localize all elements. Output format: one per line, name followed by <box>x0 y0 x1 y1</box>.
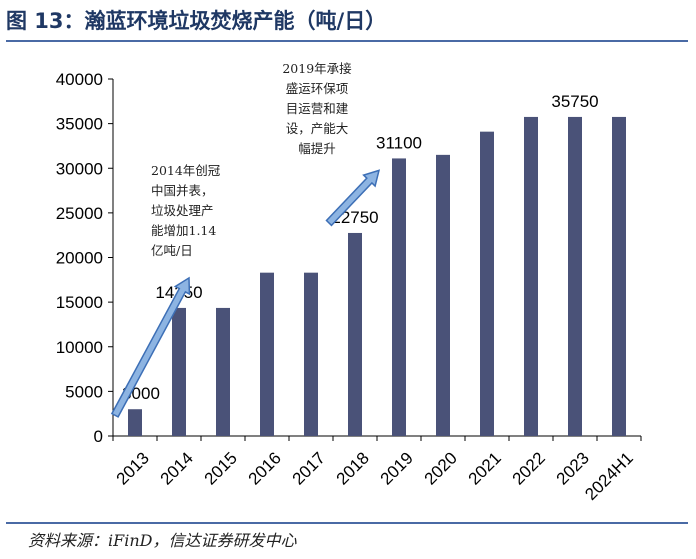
x-tick-label: 2023 <box>553 448 593 488</box>
x-tick-label: 2022 <box>509 448 549 488</box>
top-rule <box>6 40 688 42</box>
y-tick-label: 5000 <box>65 382 103 401</box>
bottom-rule <box>6 522 688 524</box>
bar-2014 <box>172 307 186 436</box>
bar-2018 <box>348 232 362 436</box>
bar-2022 <box>524 116 538 437</box>
y-tick-label: 0 <box>94 427 103 446</box>
bar-chart: 0 5000 10000 15000 20000 25000 30000 35000 40000… <box>56 61 642 504</box>
annotation-line: 中国并表， <box>151 183 214 198</box>
x-tick-label: 2019 <box>377 448 417 488</box>
source-note: 资料来源：iFinD，信达证券研发中心 <box>28 531 297 550</box>
bar-2023 <box>568 116 582 437</box>
y-tick-label: 10000 <box>56 338 103 357</box>
annotation-line: 亿吨/日 <box>151 243 193 258</box>
bar-2024H1 <box>612 116 626 437</box>
x-axis: 2013 2014 2015 2016 2017 2018 2019 2020 2021 2022… <box>112 435 642 504</box>
growth-arrow-2019 <box>325 169 381 227</box>
y-tick-label: 40000 <box>56 70 103 89</box>
bar-series <box>128 116 626 437</box>
y-axis: 0 5000 10000 15000 20000 25000 30000 35000 40000 <box>56 70 114 446</box>
bar-2013 <box>128 409 142 436</box>
y-tick-label: 25000 <box>56 204 103 223</box>
x-tick-label: 2016 <box>245 448 285 488</box>
x-tick-label: 2018 <box>333 448 373 488</box>
x-tick-label: 2024H1 <box>581 448 637 504</box>
bar-2017 <box>304 272 318 436</box>
y-tick-label: 35000 <box>56 115 103 134</box>
data-label: 35750 <box>551 92 598 111</box>
annotation-line: 2019年承接 <box>282 61 352 76</box>
y-tick-label: 20000 <box>56 249 103 268</box>
annotation-line: 设，产能大 <box>286 121 349 136</box>
growth-arrow-2014 <box>110 276 191 418</box>
bar-2016 <box>260 272 274 436</box>
figure-title: 图 13：瀚蓝环境垃圾焚烧产能（吨/日） <box>6 9 387 33</box>
annotation-line: 能增加1.14 <box>151 223 216 238</box>
bar-2019 <box>392 158 406 436</box>
y-tick-label: 15000 <box>56 293 103 312</box>
bar-2015 <box>216 307 230 436</box>
data-label: 31100 <box>376 133 422 152</box>
annotation-line: 幅提升 <box>298 141 336 156</box>
bar-2021 <box>480 131 494 436</box>
annotation-line: 盛运环保项 <box>286 81 349 96</box>
annotation-line: 2014年创冠 <box>151 163 221 178</box>
x-tick-label: 2021 <box>465 448 505 488</box>
y-tick-label: 30000 <box>56 159 103 178</box>
x-tick-label: 2017 <box>289 448 329 488</box>
x-tick-label: 2013 <box>113 448 153 488</box>
x-tick-label: 2020 <box>421 448 461 488</box>
x-tick-label: 2015 <box>201 448 241 488</box>
x-tick-label: 2014 <box>157 448 197 488</box>
annotation-line: 目运营和建 <box>286 101 349 116</box>
annotation-line: 垃圾处理产 <box>151 203 214 218</box>
bar-2020 <box>436 154 450 437</box>
